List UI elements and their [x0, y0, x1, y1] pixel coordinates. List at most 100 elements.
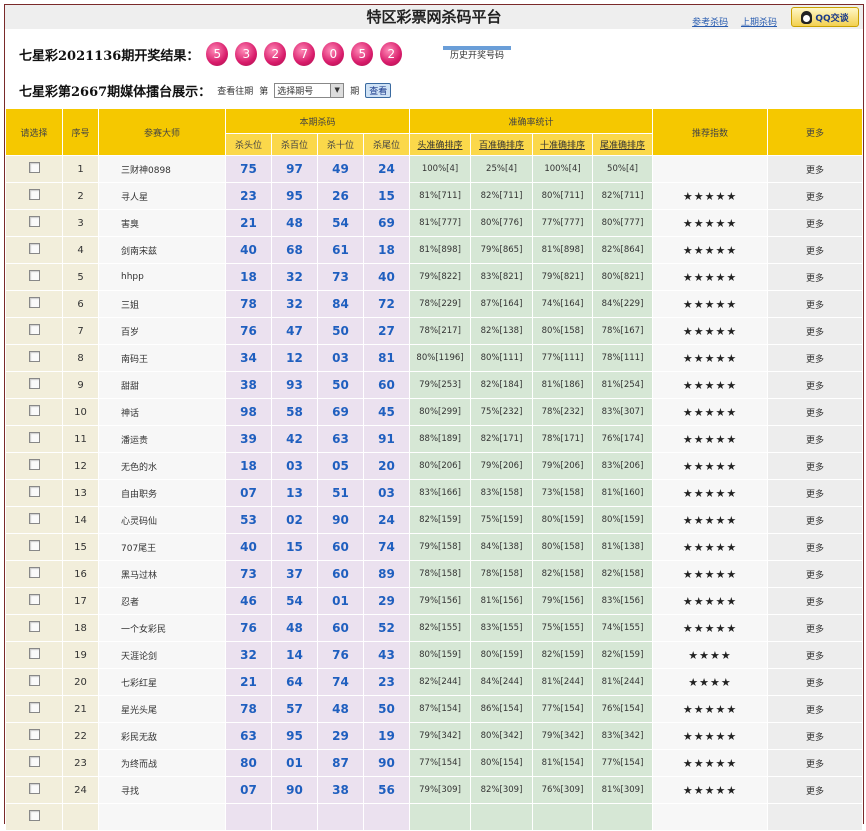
row-checkbox[interactable] — [28, 594, 40, 605]
more-link[interactable]: 更多 — [768, 723, 863, 749]
more-link[interactable]: 更多 — [768, 399, 863, 425]
master-name[interactable]: 潘运贵 — [99, 426, 225, 452]
master-name[interactable]: 神话 — [99, 399, 225, 425]
sort-unit-label[interactable]: 尾准确排序 — [600, 141, 646, 151]
row-checkbox[interactable] — [28, 297, 40, 308]
more-link[interactable]: 更多 — [768, 642, 863, 668]
more-link[interactable]: 更多 — [768, 264, 863, 290]
row-checkbox[interactable] — [28, 621, 40, 632]
row-checkbox[interactable] — [28, 513, 40, 524]
row-checkbox[interactable] — [28, 567, 40, 578]
kill-hundred: 47 — [272, 318, 317, 344]
last-kill-link[interactable]: 上期杀码 — [740, 18, 777, 28]
more-link[interactable]: 更多 — [768, 669, 863, 695]
master-name[interactable]: 心灵码仙 — [99, 507, 225, 533]
row-checkbox[interactable] — [28, 432, 40, 443]
qq-chat-button[interactable]: QQ交谈 — [791, 7, 859, 27]
row-checkbox[interactable] — [28, 756, 40, 767]
sort-hundred-accuracy[interactable]: 百准确排序 — [471, 134, 533, 155]
row-checkbox[interactable] — [28, 810, 40, 821]
more-link[interactable]: 更多 — [768, 453, 863, 479]
draw-ball: 2 — [264, 42, 287, 66]
row-checkbox[interactable] — [28, 270, 40, 281]
master-name[interactable]: 自由职务 — [99, 480, 225, 506]
more-link[interactable]: 更多 — [768, 534, 863, 560]
more-link[interactable]: 更多 — [768, 588, 863, 614]
more-link[interactable]: 更多 — [768, 480, 863, 506]
row-checkbox[interactable] — [28, 324, 40, 335]
master-name[interactable]: 寻人星 — [99, 183, 225, 209]
more-link[interactable]: 更多 — [768, 156, 863, 182]
acc-head: 82%[155] — [410, 615, 471, 641]
empty-cell — [533, 804, 593, 830]
master-name[interactable]: 南码王 — [99, 345, 225, 371]
master-name[interactable]: 剑南宋兹 — [99, 237, 225, 263]
row-checkbox[interactable] — [28, 459, 40, 470]
master-name[interactable]: 一个女彩民 — [99, 615, 225, 641]
sort-head-accuracy[interactable]: 头准确排序 — [410, 134, 471, 155]
more-link[interactable]: 更多 — [768, 777, 863, 803]
more-link[interactable]: 更多 — [768, 426, 863, 452]
more-link[interactable]: 更多 — [768, 318, 863, 344]
more-link[interactable]: 更多 — [768, 561, 863, 587]
more-link[interactable]: 更多 — [768, 750, 863, 776]
master-name[interactable]: 为终而战 — [99, 750, 225, 776]
master-name[interactable]: 星光头尾 — [99, 696, 225, 722]
reference-kill-link[interactable]: 参考杀码 — [692, 18, 729, 28]
row-checkbox[interactable] — [28, 351, 40, 362]
master-name[interactable]: 彩民无敌 — [99, 723, 225, 749]
master-name[interactable]: 707尾王 — [99, 534, 225, 560]
sort-ten-label[interactable]: 十准确排序 — [540, 141, 586, 151]
row-checkbox[interactable] — [28, 729, 40, 740]
master-name[interactable]: 七彩红星 — [99, 669, 225, 695]
master-name[interactable]: 天涯论剑 — [99, 642, 225, 668]
master-name[interactable]: 黑马过林 — [99, 561, 225, 587]
row-checkbox[interactable] — [28, 216, 40, 227]
sort-unit-accuracy[interactable]: 尾准确排序 — [593, 134, 653, 155]
master-name[interactable]: 甜甜 — [99, 372, 225, 398]
row-checkbox[interactable] — [28, 405, 40, 416]
more-link[interactable]: 更多 — [768, 237, 863, 263]
kill-ten: 51 — [318, 480, 363, 506]
master-name[interactable]: 三姐 — [99, 291, 225, 317]
row-checkbox[interactable] — [28, 540, 40, 551]
master-name[interactable]: 无色的水 — [99, 453, 225, 479]
more-link[interactable]: 更多 — [768, 615, 863, 641]
more-link[interactable]: 更多 — [768, 345, 863, 371]
period-select[interactable]: 选择期号 ▼ — [274, 83, 345, 98]
master-name[interactable]: 寻找 — [99, 777, 225, 803]
row-checkbox[interactable] — [28, 702, 40, 713]
master-name[interactable]: 害臭 — [99, 210, 225, 236]
more-link[interactable]: 更多 — [768, 291, 863, 317]
more-link[interactable]: 更多 — [768, 183, 863, 209]
sort-ten-accuracy[interactable]: 十准确排序 — [533, 134, 593, 155]
master-name[interactable]: 百岁 — [99, 318, 225, 344]
master-name[interactable]: 三财神0898 — [99, 156, 225, 182]
table-row: 10 神话 98 58 69 45 80%[299] 75%[232] 78%[232] 83%[… — [6, 399, 863, 425]
row-checkbox[interactable] — [28, 243, 40, 254]
more-link[interactable]: 更多 — [768, 507, 863, 533]
more-link[interactable]: 更多 — [768, 372, 863, 398]
row-checkbox[interactable] — [28, 675, 40, 686]
recommend-stars: ★★★★★ — [653, 453, 768, 479]
di-label: 第 — [259, 87, 269, 97]
row-checkbox[interactable] — [28, 783, 40, 794]
more-link[interactable]: 更多 — [768, 210, 863, 236]
kill-thousand: 38 — [226, 372, 271, 398]
row-checkbox[interactable] — [28, 486, 40, 497]
master-name[interactable]: hhpp — [99, 264, 225, 290]
sort-head-label[interactable]: 头准确排序 — [417, 141, 463, 151]
row-checkbox[interactable] — [28, 378, 40, 389]
empty-cell — [99, 804, 225, 830]
master-name[interactable]: 忍者 — [99, 588, 225, 614]
row-checkbox[interactable] — [28, 648, 40, 659]
row-checkbox[interactable] — [28, 162, 40, 173]
chevron-down-icon[interactable]: ▼ — [330, 84, 344, 97]
kill-unit: 24 — [364, 507, 410, 533]
sort-hundred-label[interactable]: 百准确排序 — [479, 141, 525, 151]
kill-thousand: 40 — [226, 534, 271, 560]
query-button[interactable]: 查看 — [365, 83, 392, 98]
history-numbers-link[interactable]: 历史开奖号码 — [443, 46, 511, 66]
more-link[interactable]: 更多 — [768, 696, 863, 722]
row-checkbox[interactable] — [28, 189, 40, 200]
